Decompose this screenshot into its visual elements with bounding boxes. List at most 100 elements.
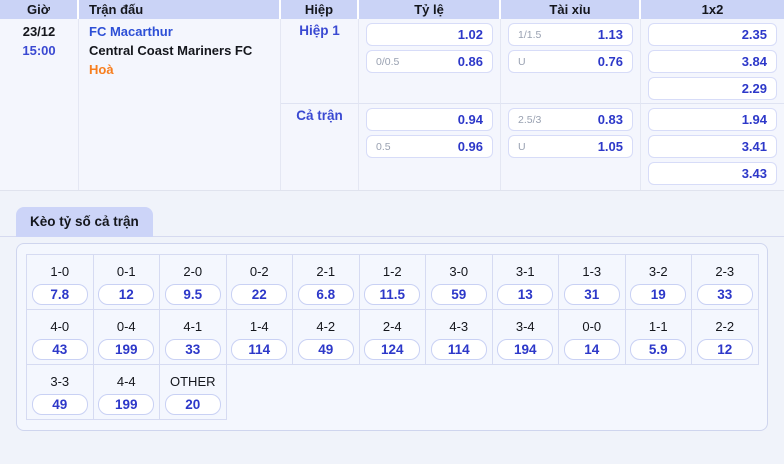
odds-box-handicap[interactable]: 0.94 (366, 108, 493, 131)
score-odds-button[interactable]: 12 (696, 339, 753, 360)
score-cell: 4-1 33 (160, 310, 227, 365)
odds-value: 1.13 (597, 27, 623, 42)
handicap-label: 0.5 (376, 140, 391, 153)
odds-box-over-under[interactable]: U 1.05 (508, 135, 633, 158)
score-odds-button[interactable]: 7.8 (31, 284, 88, 305)
odds-box-1x2[interactable]: 3.84 (648, 50, 777, 73)
1x2-odds-full-time: 1.94 3.41 3.43 (641, 103, 784, 190)
score-label: 0-2 (249, 264, 269, 279)
score-label: 4-0 (50, 319, 70, 334)
score-odds-button[interactable]: 114 (430, 339, 487, 360)
score-cell: 4-0 43 (27, 310, 94, 365)
odds-box-handicap[interactable]: 0.5 0.96 (366, 135, 493, 158)
away-team-name: Central Coast Mariners FC (89, 43, 253, 58)
score-odds-button[interactable]: 12 (98, 284, 155, 305)
score-odds-button[interactable]: 124 (364, 339, 421, 360)
odds-box-handicap[interactable]: 0/0.5 0.86 (366, 50, 493, 73)
score-label: 3-1 (515, 264, 535, 279)
score-grid-filler (227, 365, 759, 420)
tab-correct-score-full-time[interactable]: Kèo tỷ số cả trận (16, 207, 153, 237)
score-cell: 1-0 7.8 (27, 255, 94, 310)
odds-value: 1.02 (457, 27, 483, 42)
score-label: 0-4 (116, 319, 136, 334)
score-cell: 1-3 31 (559, 255, 626, 310)
odds-value: 1.05 (597, 139, 623, 154)
odds-box-1x2[interactable]: 1.94 (648, 108, 777, 131)
line-label: U (518, 55, 526, 68)
1x2-odds-first-half: 2.35 3.84 2.29 (641, 19, 784, 103)
score-cell: 0-2 22 (226, 255, 293, 310)
odds-box-over-under[interactable]: U 0.76 (508, 50, 633, 73)
score-odds-button[interactable]: 6.8 (297, 284, 354, 305)
line-label: 2.5/3 (518, 113, 542, 126)
col-header-half: Hiệp (281, 0, 359, 19)
odds-box-over-under[interactable]: 2.5/3 0.83 (508, 108, 633, 131)
match-date: 23/12 (22, 24, 56, 39)
score-odds-button[interactable]: 59 (430, 284, 487, 305)
score-odds-button[interactable]: 43 (31, 339, 88, 360)
section-label-full-time: Cả trận (281, 103, 359, 190)
score-cell: 4-2 49 (293, 310, 360, 365)
score-cell: 1-2 11.5 (359, 255, 426, 310)
score-odds-button[interactable]: 114 (231, 339, 288, 360)
odds-value: 0.83 (597, 112, 623, 127)
score-label: 2-0 (183, 264, 203, 279)
score-odds-button[interactable]: 19 (630, 284, 687, 305)
odds-box-1x2[interactable]: 2.29 (648, 77, 777, 100)
score-label: 4-2 (316, 319, 336, 334)
score-odds-button[interactable]: 11.5 (364, 284, 421, 305)
score-odds-button[interactable]: 5.9 (630, 339, 687, 360)
odds-value: 0.76 (597, 54, 623, 69)
score-odds-button[interactable]: 194 (497, 339, 554, 360)
score-label: 3-2 (648, 264, 668, 279)
score-cell: 2-3 33 (692, 255, 759, 310)
score-cell: 4-3 114 (426, 310, 493, 365)
score-tab-bar: Kèo tỷ số cả trận (0, 207, 784, 237)
score-cell: 2-4 124 (359, 310, 426, 365)
score-odds-button[interactable]: 13 (497, 284, 554, 305)
odds-value: 2.35 (741, 27, 767, 42)
odds-box-over-under[interactable]: 1/1.5 1.13 (508, 23, 633, 46)
score-odds-button[interactable]: 33 (164, 339, 221, 360)
score-odds-button[interactable]: 31 (563, 284, 620, 305)
score-odds-button[interactable]: 9.5 (164, 284, 221, 305)
score-odds-button[interactable]: 20 (164, 394, 221, 415)
match-time-cell: 23/12 15:00 (0, 19, 79, 190)
odds-value: 2.29 (741, 81, 767, 96)
score-odds-button[interactable]: 22 (231, 284, 288, 305)
score-odds-button[interactable]: 199 (98, 339, 155, 360)
score-cell: 3-0 59 (426, 255, 493, 310)
score-label: 4-4 (116, 374, 136, 389)
score-cell: 1-4 114 (226, 310, 293, 365)
score-odds-button[interactable]: 199 (98, 394, 155, 415)
score-cell: 4-4 199 (93, 365, 160, 420)
score-label: 2-3 (715, 264, 735, 279)
score-odds-button[interactable]: 49 (31, 394, 88, 415)
score-cell: OTHER 20 (160, 365, 227, 420)
score-odds-button[interactable]: 49 (297, 339, 354, 360)
odds-value: 0.86 (457, 54, 483, 69)
score-cell: 2-0 9.5 (160, 255, 227, 310)
odds-box-1x2[interactable]: 3.41 (648, 135, 777, 158)
over-under-odds-first-half: 1/1.5 1.13 U 0.76 (501, 19, 641, 103)
odds-box-1x2[interactable]: 3.43 (648, 162, 777, 185)
score-cell: 2-1 6.8 (293, 255, 360, 310)
odds-box-handicap[interactable]: 1.02 (366, 23, 493, 46)
col-header-time: Giờ (0, 0, 79, 19)
score-cell: 3-4 194 (492, 310, 559, 365)
over-under-odds-full-time: 2.5/3 0.83 U 1.05 (501, 103, 641, 190)
home-team-link[interactable]: FC Macarthur (89, 24, 173, 39)
score-cell: 2-2 12 (692, 310, 759, 365)
correct-score-panel: 1-0 7.8 0-1 12 2-0 9.5 0-2 22 2-1 6.8 1-… (16, 243, 768, 431)
score-odds-button[interactable]: 14 (563, 339, 620, 360)
line-label: U (518, 140, 526, 153)
odds-box-1x2[interactable]: 2.35 (648, 23, 777, 46)
score-label: 1-3 (582, 264, 602, 279)
score-label: 1-4 (249, 319, 269, 334)
score-cell: 3-1 13 (492, 255, 559, 310)
score-label: 3-4 (515, 319, 535, 334)
score-label: OTHER (170, 374, 216, 389)
score-label: 2-1 (316, 264, 336, 279)
score-label: 1-0 (50, 264, 70, 279)
score-odds-button[interactable]: 33 (696, 284, 753, 305)
